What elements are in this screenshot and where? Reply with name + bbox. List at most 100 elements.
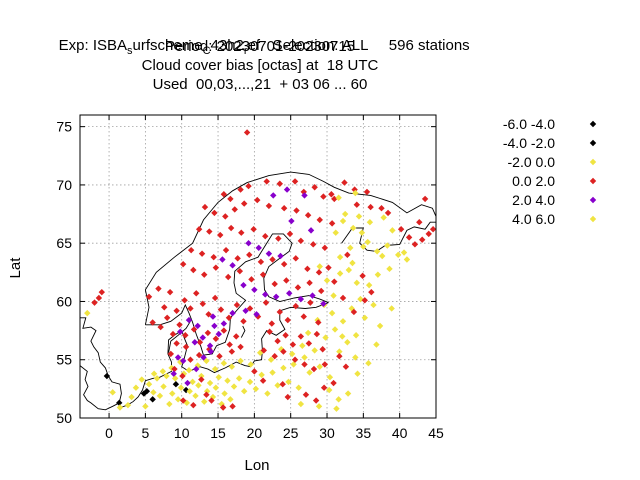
data-point	[293, 207, 300, 214]
data-point	[240, 200, 248, 207]
data-point	[201, 271, 208, 278]
data-point	[336, 270, 344, 277]
data-point	[240, 281, 247, 289]
data-point	[292, 302, 299, 310]
x-tick-label: 45	[428, 425, 444, 441]
data-point	[246, 378, 254, 386]
data-point	[352, 332, 360, 339]
plot-frame	[79, 114, 437, 419]
data-point	[179, 357, 187, 365]
data-point	[266, 328, 273, 335]
data-point	[205, 311, 212, 318]
data-point	[219, 256, 226, 263]
data-point	[190, 266, 197, 274]
data-point	[274, 382, 281, 389]
data-point	[349, 224, 357, 232]
data-point	[204, 329, 212, 337]
data-point	[389, 227, 396, 234]
x-axis-label: Lon	[244, 457, 269, 474]
data-point	[193, 290, 200, 297]
data-point	[330, 379, 337, 387]
data-point	[150, 370, 158, 377]
data-point	[153, 375, 161, 382]
data-point	[339, 333, 346, 340]
data-point	[225, 314, 233, 321]
x-tick-label: 35	[356, 425, 372, 441]
data-point	[330, 292, 337, 299]
data-point	[163, 372, 170, 380]
data-point	[262, 291, 269, 298]
data-point	[116, 399, 123, 407]
data-point	[84, 309, 91, 317]
data-point	[297, 333, 305, 340]
data-point	[199, 300, 206, 307]
data-point	[260, 347, 268, 354]
data-point	[184, 379, 191, 387]
data-point	[195, 226, 203, 233]
legend-label: 0.0 2.0	[512, 173, 555, 189]
y-tick-label: 75	[56, 119, 72, 135]
data-point	[429, 226, 437, 233]
data-point	[140, 390, 148, 397]
data-point	[271, 280, 278, 288]
data-point	[198, 250, 206, 257]
data-point	[336, 253, 344, 261]
data-point	[301, 192, 308, 199]
data-point	[259, 377, 267, 384]
data-point	[169, 390, 176, 397]
data-point	[336, 348, 343, 355]
data-point	[145, 381, 153, 388]
data-point	[280, 348, 287, 355]
data-point	[305, 340, 313, 347]
data-point	[220, 360, 228, 367]
data-point	[255, 244, 262, 252]
data-point	[150, 389, 157, 396]
data-point	[373, 341, 380, 348]
data-point	[403, 256, 411, 263]
data-point	[124, 401, 132, 409]
x-tick-label: 10	[174, 425, 190, 441]
data-point	[182, 332, 189, 339]
data-point	[339, 217, 347, 225]
data-point	[320, 300, 327, 307]
data-point	[373, 248, 381, 255]
axis-ticks: 0 5 10 15 20 25 30 35 40 45 50 55 60 65 70 75	[56, 115, 444, 441]
data-point	[220, 327, 228, 334]
data-point	[233, 333, 240, 340]
coastline-path	[144, 171, 437, 325]
data-point	[304, 265, 311, 273]
data-point	[361, 314, 368, 321]
data-point	[283, 186, 291, 193]
data-point	[163, 314, 171, 321]
data-point	[217, 231, 224, 239]
data-point	[355, 213, 363, 220]
data-point	[251, 286, 258, 294]
legend-marker	[589, 215, 597, 223]
data-point	[179, 372, 186, 380]
data-point	[206, 342, 214, 349]
data-point	[354, 370, 361, 377]
data-point	[301, 361, 308, 368]
data-point	[316, 263, 323, 270]
x-tick-label: 20	[247, 425, 263, 441]
legend-label: -6.0 -4.0	[503, 116, 555, 132]
data-point	[210, 253, 217, 261]
data-point	[411, 241, 419, 248]
data-point	[283, 277, 290, 284]
data-point	[384, 209, 392, 217]
data-point	[235, 375, 243, 382]
data-point	[192, 392, 199, 400]
y-tick-label: 55	[56, 352, 72, 368]
data-point	[185, 316, 193, 324]
data-point	[174, 396, 182, 403]
data-point	[169, 330, 177, 338]
data-point	[269, 256, 276, 263]
data-point	[240, 318, 247, 325]
data-point	[200, 354, 207, 361]
data-point	[245, 239, 252, 247]
data-point	[166, 400, 173, 408]
data-point	[315, 269, 323, 276]
data-point	[344, 339, 351, 346]
data-point	[238, 229, 245, 236]
coastline-path	[145, 233, 329, 356]
